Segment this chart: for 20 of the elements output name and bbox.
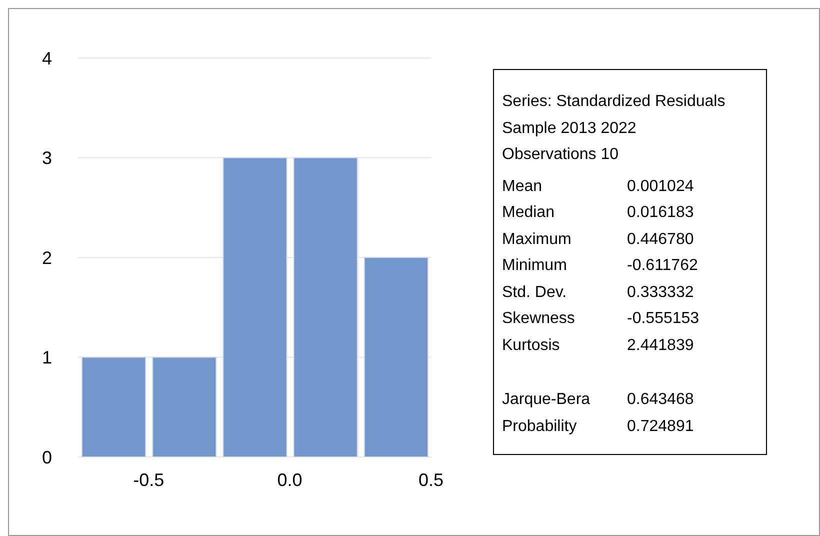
text: Observations 10: [502, 145, 619, 165]
text: Skewness -0.555153: [502, 310, 700, 327]
text: Jarque-Bera 0.643468: [502, 391, 694, 408]
text: Mean 0.001024: [502, 178, 694, 194]
text: Kurtosis 2.441839: [502, 336, 694, 354]
text: Sample 2013 2022: [502, 118, 636, 138]
text: Median 0.016183: [502, 204, 694, 221]
text: Minimum -0.611762: [502, 257, 698, 274]
x-tick-label: -0.5: [133, 470, 164, 490]
text: Probability 0.724891: [502, 418, 694, 434]
x-tick-label: 0.0: [277, 470, 302, 490]
y-tick-label: 4: [42, 48, 52, 68]
y-tick-label: 2: [42, 248, 52, 268]
text: Maximum 0.446780: [502, 230, 694, 248]
y-tick-label: 3: [42, 148, 52, 168]
y-tick-label: 0: [42, 447, 52, 468]
text: Std. Dev. 0.333332: [502, 284, 694, 300]
x-tick-label: 0.5: [418, 470, 444, 490]
text: Series: Standardized Residuals: [502, 92, 726, 112]
y-tick-label: 1: [42, 348, 52, 368]
